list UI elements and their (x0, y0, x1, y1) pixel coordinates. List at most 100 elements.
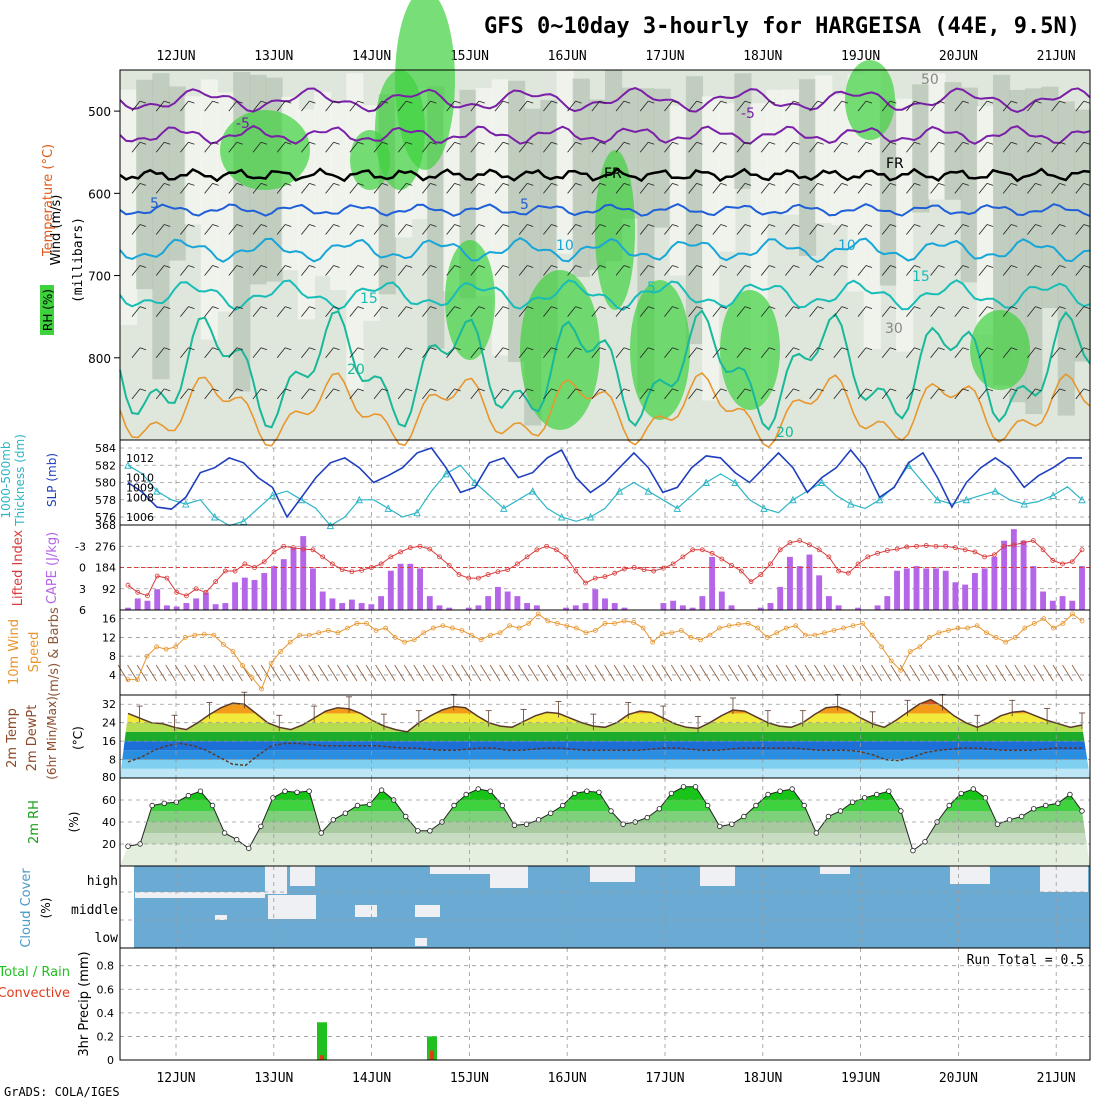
rh-shading (976, 106, 994, 335)
slp-tick-label: 1012 (126, 452, 154, 465)
cape-tick-label: 368 (95, 519, 116, 532)
thickness-tick-label: 584 (95, 442, 116, 455)
surface-wind-barb (976, 664, 987, 682)
freezing-level (119, 167, 1091, 183)
upper-wind-barb (180, 224, 195, 235)
lifted-point (1021, 540, 1026, 546)
wind-speed-point (650, 639, 656, 645)
surface-wind-barb (909, 664, 921, 682)
cloud-middle-label: middle (71, 903, 118, 918)
lifted-point (291, 545, 296, 551)
thickness-point (731, 478, 739, 486)
upper-wind-barb (276, 265, 292, 276)
wind-speed-point (946, 628, 951, 633)
lifted-index-line (127, 540, 1083, 597)
thickness-point (413, 508, 421, 517)
upper-wind-barb (276, 347, 292, 359)
lifted-point (456, 572, 462, 577)
upper-wind-barb (204, 100, 219, 112)
upper-wind-barb (494, 265, 510, 276)
rh-point (982, 795, 989, 801)
rh-point (1079, 808, 1085, 814)
upper-wind-barb (567, 347, 582, 359)
temp-tick-label: 16 (102, 735, 116, 748)
rh-shading (831, 94, 849, 226)
cape-bar (154, 589, 161, 610)
rh-point (330, 817, 336, 823)
lifted-point (690, 547, 696, 553)
upper-wind-barb (1002, 100, 1018, 112)
rh-point (765, 791, 771, 798)
rh-point (910, 847, 916, 854)
upper-wind-barb (373, 265, 389, 276)
wind-speed-point (249, 674, 255, 680)
upper-wind-barb (736, 347, 752, 359)
thickness-point (471, 478, 479, 486)
thickness-point (933, 495, 942, 504)
upper-wind-barb (397, 100, 413, 112)
upper-wind-barb (906, 306, 921, 317)
cape-bar (524, 603, 531, 610)
upper-wind-barb (494, 100, 510, 112)
lifted-point (836, 568, 842, 574)
rh-point (487, 788, 493, 794)
upper-wind-barb (591, 100, 606, 112)
upper-wind-barb (857, 347, 873, 359)
surface-wind-barb (308, 664, 320, 682)
wind-speed-point (717, 625, 722, 631)
surface-wind-barb (833, 664, 844, 682)
rh-point (1006, 817, 1013, 823)
lifted-point (680, 554, 686, 560)
wind-speed-point (917, 644, 923, 650)
surface-wind-barb (442, 664, 453, 682)
upper-wind-barb (1027, 388, 1042, 400)
upper-wind-barb (615, 388, 631, 400)
surface-wind-barb (747, 664, 758, 682)
lifted-point (631, 565, 637, 570)
lifted-point (602, 574, 608, 580)
lifted-point (495, 569, 501, 575)
wind-speed-point (669, 630, 675, 636)
rh-shading (1073, 109, 1091, 362)
thickness-tick-label: 578 (95, 494, 116, 507)
wind-speed-point (974, 623, 980, 629)
rh-top-tick-label: 80 (102, 771, 116, 784)
cape-bar (777, 586, 784, 610)
date-label-top: 12JUN (156, 49, 195, 64)
surface-wind-barb (480, 664, 491, 682)
thickness-point (760, 504, 768, 512)
wind-speed-point (125, 677, 131, 683)
rh-shading (912, 84, 930, 213)
upper-wind-barb (591, 224, 606, 235)
upper-wind-barb (688, 100, 703, 112)
upper-wind-barb (470, 388, 485, 400)
cape-bar (563, 607, 570, 610)
upper-wind-barb (639, 347, 655, 359)
rh-point (596, 789, 602, 795)
rh-shading (152, 73, 170, 380)
wind10-barbs-label: (m/s) & Barbs (47, 607, 62, 697)
cape-bar (709, 556, 716, 610)
upper-wind-barb (736, 388, 752, 400)
upper-wind-barb (131, 347, 147, 359)
surface-wind-barb (1023, 664, 1035, 682)
lifted-point (271, 549, 277, 555)
cape-bar (485, 596, 492, 610)
rh-band (120, 822, 1090, 833)
surface-wind-barb (985, 664, 997, 682)
surface-wind-barb (642, 664, 654, 682)
upper-wind-barb (857, 265, 873, 276)
wind-speed-point (1079, 618, 1085, 624)
lifted-point (777, 547, 783, 553)
thickness-point (1049, 491, 1057, 499)
rh-shading (766, 89, 784, 213)
lifted-point (699, 547, 705, 553)
rh-shading (896, 98, 914, 352)
upper-wind-barb (1027, 141, 1042, 153)
rh-high-area (970, 310, 1030, 390)
precip-label: 3hr Precip (mm) (77, 951, 92, 1056)
upper-wind-barb (518, 265, 534, 276)
lifted-point (807, 542, 812, 548)
rh-point (608, 808, 614, 814)
lifted-point (359, 567, 365, 573)
